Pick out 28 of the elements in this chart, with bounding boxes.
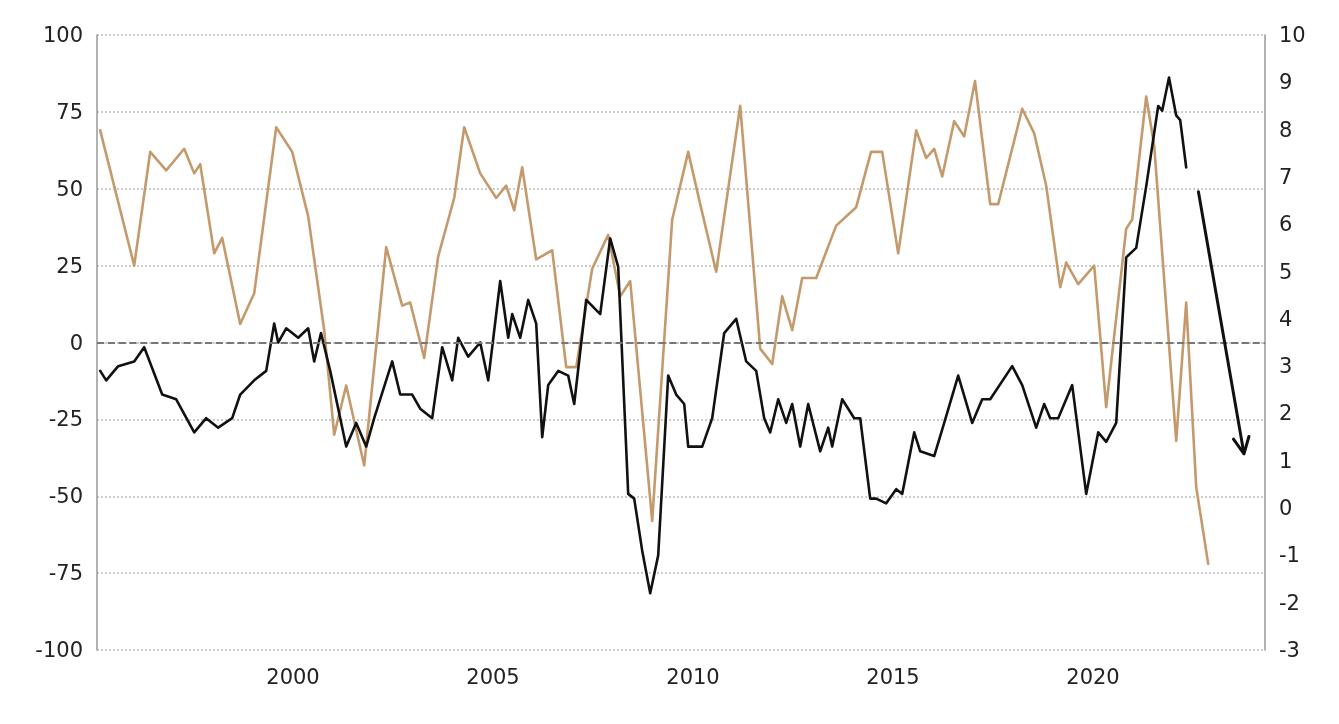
x-tick-label: 2000 (266, 664, 320, 689)
y-tick-label: -75 (48, 561, 83, 586)
x-tick-label: 2005 (466, 664, 520, 689)
y2-tick-label: 10 (1279, 23, 1306, 47)
y2-tick-label: 0 (1279, 496, 1293, 521)
y2-tick-label: 1 (1279, 448, 1293, 473)
y2-tick-label: 2 (1279, 401, 1293, 426)
y2-tick-label: 5 (1279, 259, 1293, 284)
y2-tick-label: 7 (1279, 164, 1293, 189)
y-tick-label: -100 (35, 638, 83, 662)
y2-tick-label: 6 (1279, 212, 1293, 237)
y2-tick-label: -1 (1279, 543, 1300, 568)
y-tick-label: -50 (48, 484, 83, 509)
x-tick-label: 2020 (1066, 664, 1120, 689)
y-tick-label: -25 (48, 407, 83, 432)
y2-tick-label: 4 (1279, 306, 1293, 331)
x-tick-label: 2015 (866, 664, 920, 689)
x-tick-label: 2010 (666, 664, 720, 689)
y2-tick-label: -2 (1279, 590, 1300, 615)
y-tick-label: 0 (69, 330, 83, 355)
y2-tick-label: 3 (1279, 354, 1293, 379)
y2-tick-label: 8 (1279, 117, 1293, 142)
y2-tick-label: 9 (1279, 70, 1293, 95)
y-tick-label: 75 (56, 99, 83, 124)
y-tick-label: 25 (56, 253, 83, 278)
y-tick-label: 100 (42, 23, 83, 47)
y-tick-label: 50 (56, 176, 83, 201)
y2-tick-label: -3 (1279, 638, 1300, 662)
